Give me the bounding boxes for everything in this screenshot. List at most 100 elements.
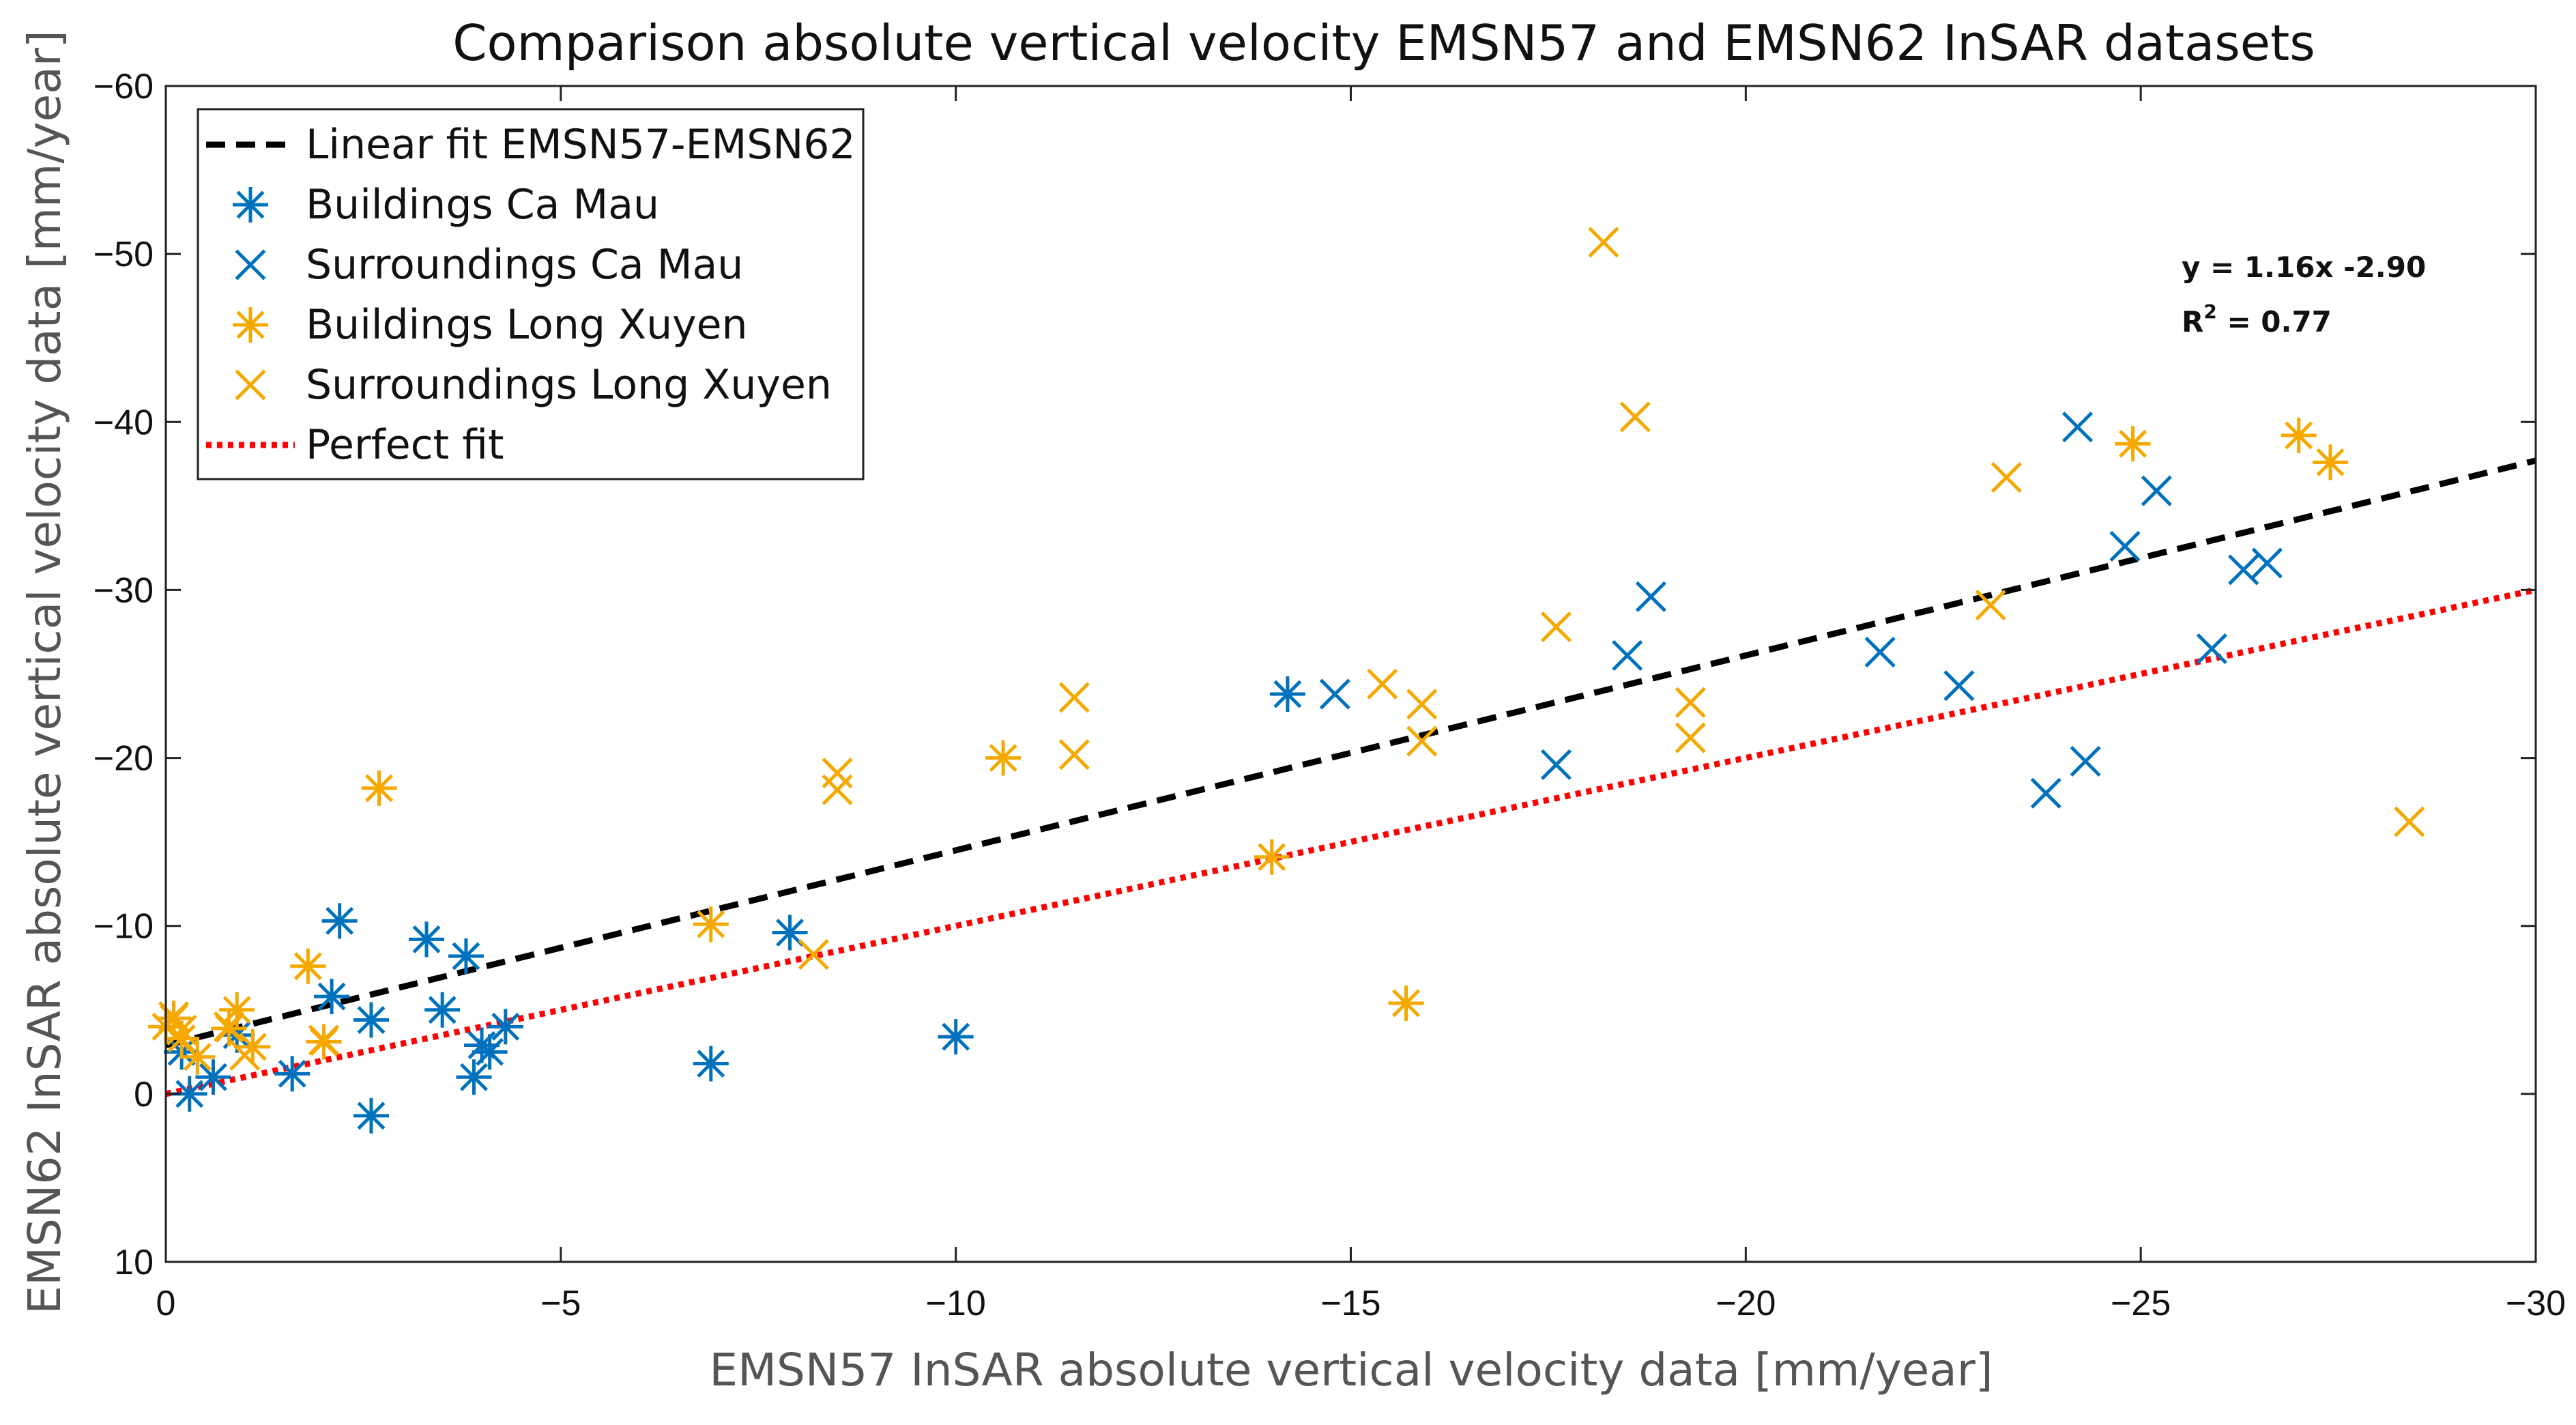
data-point-x xyxy=(1540,611,1572,643)
data-point-asterisk xyxy=(472,1034,508,1070)
y-tick-label: −50 xyxy=(93,235,154,274)
legend: Linear fit EMSN57-EMSN62 Buildings Ca Ma… xyxy=(197,108,865,480)
data-point-asterisk xyxy=(938,1019,974,1055)
data-point-x xyxy=(1612,639,1643,671)
y-tick-label: −40 xyxy=(93,403,154,442)
data-point-x xyxy=(1864,636,1896,668)
legend-item-buildings-long-xuyen: Buildings Long Xuyen xyxy=(233,301,748,349)
data-point-x xyxy=(1367,668,1398,700)
data-point-x xyxy=(1319,678,1350,710)
regression-annotation: y = 1.16x -2.90 R2 = 0.77 xyxy=(2182,250,2426,339)
data-point-asterisk xyxy=(219,992,255,1028)
legend-marker-glyph xyxy=(233,187,268,222)
legend-marker-x-orange xyxy=(235,369,266,401)
data-point-x xyxy=(822,758,853,789)
legend-box xyxy=(197,108,865,480)
data-point-x xyxy=(2394,806,2425,837)
regression-equation: y = 1.16x -2.90 xyxy=(2182,250,2426,284)
data-point-x xyxy=(1675,722,1706,753)
data-point-x xyxy=(822,774,853,805)
legend-label-surroundings-long-xuyen: Surroundings Long Xuyen xyxy=(306,361,832,409)
data-point-x xyxy=(1406,689,1438,720)
data-point-asterisk xyxy=(314,979,350,1015)
legend-marker-glyph xyxy=(235,249,266,280)
x-tick-label: −25 xyxy=(2111,1284,2171,1323)
legend-marker-glyph xyxy=(233,307,268,343)
x-tick-label: 0 xyxy=(156,1284,176,1323)
legend-item-surroundings-long-xuyen: Surroundings Long Xuyen xyxy=(235,361,832,409)
linear-fit-line xyxy=(164,457,2537,1048)
data-point-x xyxy=(229,1039,261,1071)
data-point-asterisk xyxy=(487,1009,523,1045)
data-point-x xyxy=(1540,749,1572,780)
legend-item-perfect-fit: Perfect fit xyxy=(206,421,504,469)
data-point-x xyxy=(2196,633,2227,665)
legend-label-buildings-ca-mau: Buildings Ca Mau xyxy=(306,181,659,229)
x-axis-label: EMSN57 InSAR absolute vertical velocity … xyxy=(709,1344,1993,1396)
data-point-asterisk xyxy=(424,992,461,1028)
data-point-asterisk xyxy=(179,1039,216,1075)
legend-marker-asterisk-blue xyxy=(233,187,268,222)
data-point-x xyxy=(2228,554,2259,586)
data-point-x xyxy=(1943,670,1975,702)
legend-label-linear-fit: Linear fit EMSN57-EMSN62 xyxy=(306,121,856,169)
y-tick-label: −10 xyxy=(93,907,154,947)
x-tick-label: −5 xyxy=(540,1284,581,1323)
x-tick-label: −20 xyxy=(1716,1284,1776,1323)
data-point-asterisk xyxy=(2281,417,2317,453)
legend-item-linear-fit: Linear fit EMSN57-EMSN62 xyxy=(206,121,856,169)
legend-item-buildings-ca-mau: Buildings Ca Mau xyxy=(233,181,659,229)
data-point-asterisk xyxy=(1388,985,1424,1021)
y-tick-label: 10 xyxy=(114,1243,154,1282)
data-point-x xyxy=(2141,475,2172,506)
data-point-x xyxy=(1619,401,1651,433)
data-point-asterisk xyxy=(361,770,397,806)
data-point-asterisk xyxy=(290,948,326,984)
data-point-asterisk xyxy=(321,903,358,939)
data-point-asterisk xyxy=(274,1056,310,1092)
y-tick-label: 0 xyxy=(134,1075,154,1114)
x-tick-label: −15 xyxy=(1320,1284,1380,1323)
data-point-asterisk xyxy=(409,921,445,958)
data-point-asterisk xyxy=(448,938,484,975)
data-point-x xyxy=(308,1024,340,1056)
data-point-x xyxy=(798,938,829,970)
data-point-asterisk xyxy=(353,1002,389,1038)
legend-marker-x-blue xyxy=(235,249,266,280)
legend-item-surroundings-ca-mau: Surroundings Ca Mau xyxy=(235,241,743,289)
legend-label-perfect-fit: Perfect fit xyxy=(306,421,504,469)
data-point-x xyxy=(1058,739,1090,771)
data-point-x xyxy=(2109,530,2141,562)
legend-label-buildings-long-xuyen: Buildings Long Xuyen xyxy=(306,301,748,349)
plot-area xyxy=(148,227,2537,1134)
data-point-asterisk xyxy=(2115,426,2151,462)
data-point-x xyxy=(2030,777,2061,809)
legend-marker-glyph xyxy=(235,369,266,401)
data-point-x xyxy=(2070,745,2101,777)
data-point-asterisk xyxy=(456,1059,492,1095)
data-point-x xyxy=(1058,682,1090,713)
data-point-asterisk xyxy=(353,1097,389,1134)
y-tick-label: −60 xyxy=(93,67,154,106)
data-point-x xyxy=(1588,227,1619,258)
data-point-asterisk xyxy=(2313,444,2349,480)
x-tick-label: −10 xyxy=(926,1284,986,1323)
data-point-x xyxy=(214,1011,245,1042)
data-point-x xyxy=(1406,725,1438,757)
data-point-asterisk xyxy=(195,1059,231,1095)
chart-title: Comparison absolute vertical velocity EM… xyxy=(452,14,2315,72)
data-point-x xyxy=(2251,547,2283,579)
data-point-x xyxy=(1635,581,1666,612)
perfect-fit-line xyxy=(165,587,2536,1097)
data-point-asterisk xyxy=(693,906,729,942)
data-point-asterisk xyxy=(1269,676,1305,712)
data-point-x xyxy=(2061,412,2094,443)
y-tick-label: −20 xyxy=(93,739,154,779)
data-point-asterisk xyxy=(985,740,1022,776)
data-point-x xyxy=(1991,461,2022,493)
y-tick-label: −30 xyxy=(93,571,154,610)
data-point-x xyxy=(1675,687,1706,718)
r-squared-text: R2 = 0.77 xyxy=(2182,300,2332,339)
